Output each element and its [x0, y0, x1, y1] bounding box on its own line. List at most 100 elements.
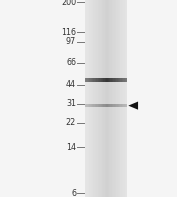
Bar — [106, 78, 108, 82]
Bar — [123, 78, 125, 82]
Bar — [115, 104, 116, 107]
Bar — [96, 0, 98, 197]
Text: 31: 31 — [66, 99, 76, 108]
Bar — [108, 0, 109, 197]
Bar — [123, 104, 125, 107]
Bar — [88, 0, 89, 197]
Bar — [86, 78, 88, 82]
Bar — [106, 104, 108, 107]
Bar — [119, 0, 120, 197]
Bar — [112, 78, 113, 82]
Bar — [89, 0, 91, 197]
Polygon shape — [128, 102, 138, 110]
Bar — [92, 0, 93, 197]
Text: 22: 22 — [66, 118, 76, 127]
Bar — [120, 0, 122, 197]
Bar — [116, 104, 118, 107]
Bar — [101, 104, 102, 107]
Bar — [91, 104, 92, 107]
Bar — [112, 104, 113, 107]
Bar — [91, 0, 92, 197]
Bar — [116, 78, 118, 82]
Bar — [88, 104, 89, 107]
Bar — [113, 78, 115, 82]
Bar — [122, 104, 123, 107]
Bar — [122, 78, 123, 82]
Bar — [85, 104, 86, 107]
Bar — [96, 104, 98, 107]
Bar — [95, 104, 96, 107]
Bar — [119, 104, 120, 107]
Bar — [93, 0, 95, 197]
Bar — [86, 0, 88, 197]
Bar — [105, 0, 106, 197]
Bar — [99, 0, 101, 197]
Bar — [103, 0, 105, 197]
Bar — [99, 78, 101, 82]
Bar — [93, 104, 95, 107]
Bar — [113, 0, 115, 197]
Bar — [116, 0, 118, 197]
Bar — [109, 104, 110, 107]
Bar — [91, 78, 92, 82]
Bar — [125, 0, 126, 197]
Bar — [93, 78, 95, 82]
Bar — [109, 0, 110, 197]
Bar — [126, 0, 127, 197]
Bar — [118, 0, 119, 197]
Bar — [110, 104, 112, 107]
Bar — [92, 78, 93, 82]
Bar — [118, 78, 119, 82]
Bar — [86, 104, 88, 107]
Bar — [101, 78, 102, 82]
Bar — [96, 78, 98, 82]
Text: 116: 116 — [61, 28, 76, 36]
Bar — [113, 104, 115, 107]
Bar — [85, 78, 86, 82]
Bar — [106, 0, 108, 197]
Bar — [99, 104, 101, 107]
Bar — [98, 104, 99, 107]
Bar — [101, 0, 102, 197]
Bar — [108, 104, 109, 107]
Bar — [98, 78, 99, 82]
Bar — [95, 0, 96, 197]
Bar — [119, 78, 120, 82]
Text: 66: 66 — [66, 58, 76, 67]
Bar — [88, 78, 89, 82]
Text: 44: 44 — [66, 80, 76, 89]
Bar — [85, 0, 86, 197]
Bar — [105, 104, 106, 107]
Bar — [105, 78, 106, 82]
Bar — [120, 104, 122, 107]
Bar — [95, 78, 96, 82]
Text: 97: 97 — [66, 37, 76, 46]
Bar — [102, 78, 103, 82]
Text: 14: 14 — [66, 143, 76, 152]
Bar — [118, 104, 119, 107]
Text: 200: 200 — [61, 0, 76, 7]
Bar — [102, 104, 103, 107]
Bar — [89, 78, 91, 82]
Bar — [103, 78, 105, 82]
Bar — [112, 0, 113, 197]
Bar — [102, 0, 103, 197]
Bar — [103, 104, 105, 107]
Bar — [120, 78, 122, 82]
Bar — [126, 78, 127, 82]
Bar — [125, 104, 126, 107]
Bar — [109, 78, 110, 82]
Text: 6: 6 — [71, 189, 76, 197]
Bar — [125, 78, 126, 82]
Bar — [115, 78, 116, 82]
Bar — [110, 0, 112, 197]
Bar — [123, 0, 125, 197]
Bar — [98, 0, 99, 197]
Bar — [92, 104, 93, 107]
Bar — [126, 104, 127, 107]
Bar — [108, 78, 109, 82]
Bar — [115, 0, 116, 197]
Bar — [110, 78, 112, 82]
Bar — [89, 104, 91, 107]
Bar — [122, 0, 123, 197]
